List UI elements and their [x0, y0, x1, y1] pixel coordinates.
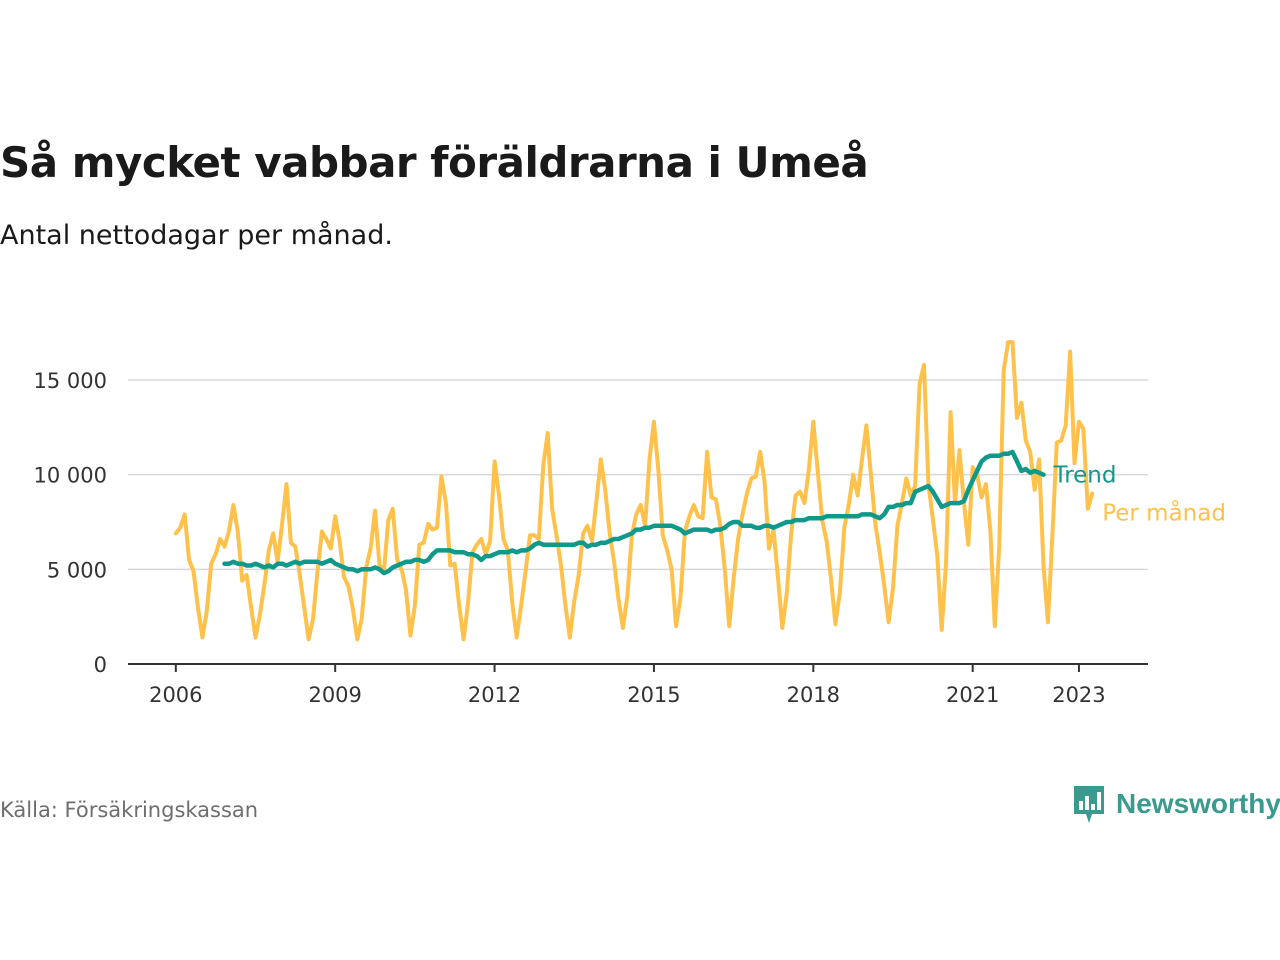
x-tick-label: 2021 [946, 683, 999, 707]
x-tick-label: 2012 [468, 683, 521, 707]
series-line-1 [222, 449, 1046, 576]
x-tick-label: 2009 [308, 683, 361, 707]
y-tick-label: 5 000 [47, 558, 107, 582]
source-note: Källa: Försäkringskassan [0, 798, 259, 822]
series-label-0: Per månad [1102, 499, 1226, 527]
chart-subtitle: Antal nettodagar per månad. [0, 220, 393, 251]
line-chart: 0 5 000 10 000 15 000 2006 2009 2012 2015 2018 20… [34, 340, 1226, 707]
x-tick-label: 2006 [149, 683, 202, 707]
chart-title: Så mycket vabbar föräldrarna i Umeå [0, 138, 869, 187]
y-tick-label: 15 000 [34, 369, 107, 393]
x-tick-label: 2018 [787, 683, 840, 707]
series-lines [173, 340, 1095, 642]
series-line-0 [173, 340, 1095, 642]
y-tick-label: 0 [94, 653, 107, 677]
axis-ticks: 0 5 000 10 000 15 000 2006 2009 2012 2015 2018 20… [34, 369, 1106, 707]
y-tick-label: 10 000 [34, 464, 107, 488]
bar-chart-bubble-icon [1074, 786, 1104, 823]
x-tick-label: 2023 [1052, 683, 1105, 707]
x-tick-label: 2015 [627, 683, 680, 707]
series-label-1: Trend [1053, 463, 1117, 489]
newsworthy-logo: Newsworthy [1072, 784, 1280, 824]
brand-name: Newsworthy [1116, 788, 1280, 819]
end-labels: Per månad Trend [1053, 463, 1226, 527]
